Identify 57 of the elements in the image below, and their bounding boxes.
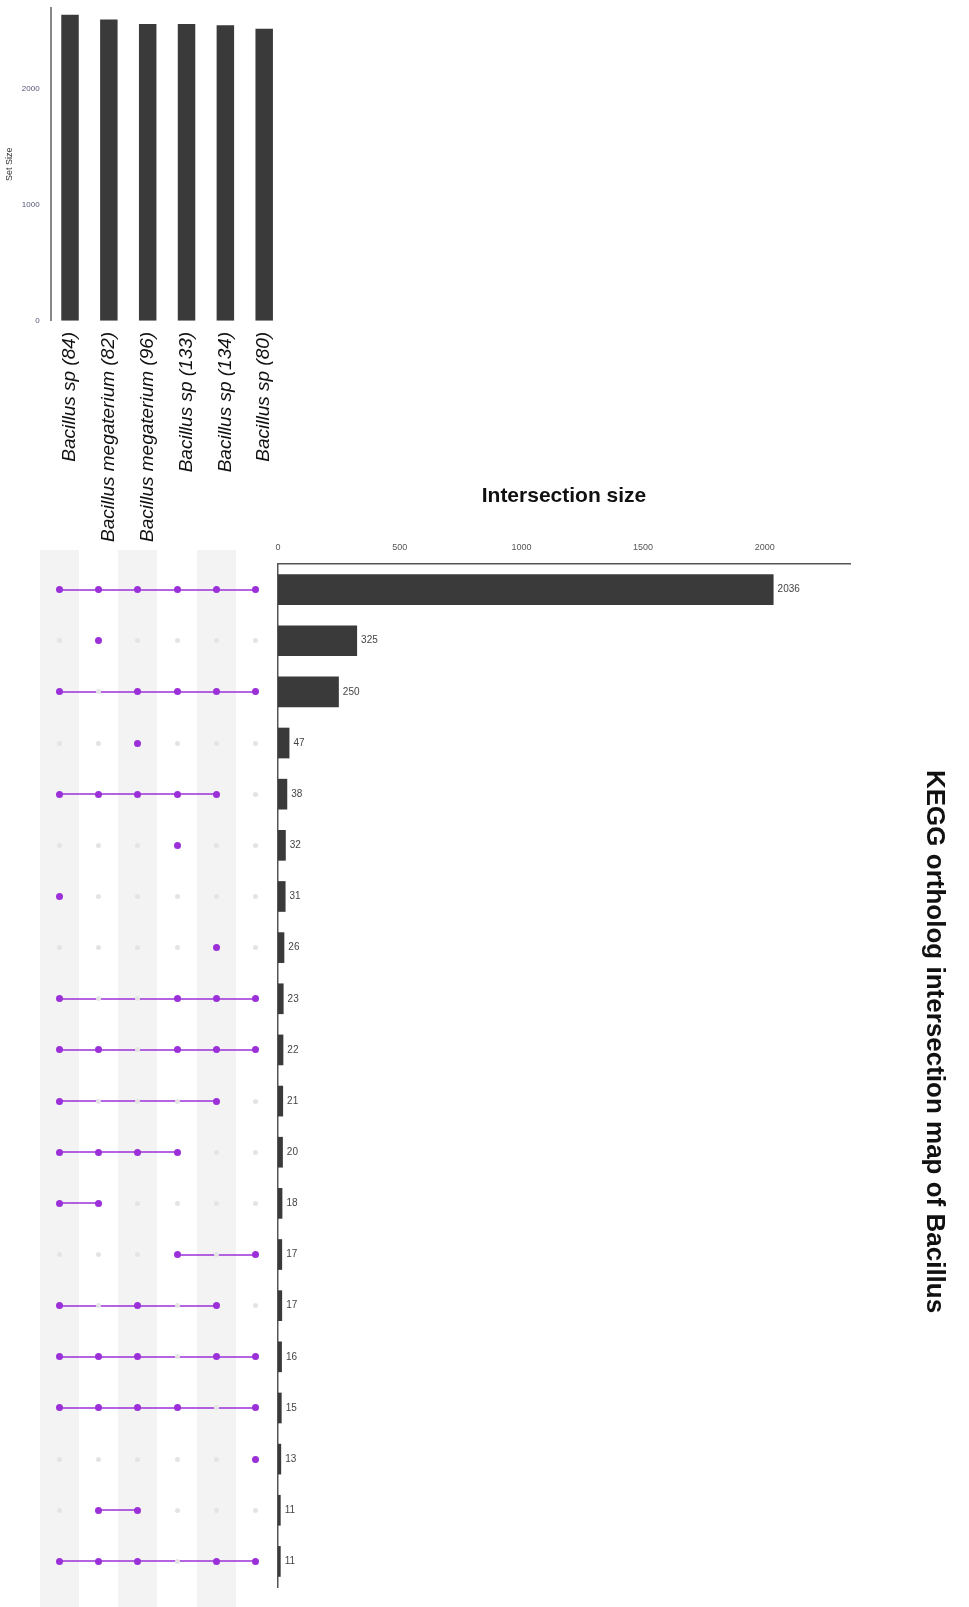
bar xyxy=(278,1546,281,1577)
bar xyxy=(278,574,774,605)
data-label: 31 xyxy=(289,890,302,902)
x-tick-label: Bacillus sp (134) xyxy=(213,331,235,473)
bar xyxy=(278,932,285,963)
y-tick-label: 2000 xyxy=(21,84,41,94)
text: KEGG ortholog intersection map of Bacillus xyxy=(920,770,951,1314)
bar xyxy=(278,829,286,861)
x-tick-label: Bacillus sp (84) xyxy=(58,331,80,462)
data-label: 11 xyxy=(284,1504,296,1516)
bar xyxy=(278,1290,283,1322)
data-label: 38 xyxy=(291,787,303,799)
data-label: 2036 xyxy=(777,583,801,595)
data-label: 20 xyxy=(286,1145,299,1157)
bar xyxy=(278,1494,281,1526)
bar xyxy=(278,1136,283,1168)
y-tick-label: 0 xyxy=(35,316,41,326)
y-axis-title: Set Size xyxy=(3,147,14,182)
bar xyxy=(278,1443,282,1475)
bar xyxy=(278,1188,283,1219)
data-label: 17 xyxy=(286,1248,298,1260)
bar xyxy=(278,881,286,912)
x-tick-label: 1000 xyxy=(511,542,532,553)
bar xyxy=(278,1034,284,1066)
data-label: 32 xyxy=(289,839,302,851)
x-tick-label: 0 xyxy=(275,542,281,553)
data-label: 250 xyxy=(342,685,360,697)
data-label: 47 xyxy=(293,736,305,748)
bar xyxy=(278,676,339,708)
data-label: 23 xyxy=(287,992,300,1004)
bar xyxy=(278,1341,282,1373)
data-label: 13 xyxy=(285,1452,297,1464)
x-tick-label: Bacillus megaterium (82) xyxy=(97,331,119,543)
x-tick-label: Bacillus sp (80) xyxy=(252,331,274,462)
x-tick-label: 500 xyxy=(392,542,408,553)
y-tick-label: 1000 xyxy=(21,200,41,210)
bar xyxy=(278,1239,283,1270)
bar xyxy=(278,778,288,810)
x-axis-title: Intersection size xyxy=(481,483,647,507)
data-label: 26 xyxy=(288,941,300,953)
data-label: 16 xyxy=(285,1350,298,1362)
data-label: 15 xyxy=(285,1401,298,1413)
bar xyxy=(278,727,290,759)
data-label: 17 xyxy=(286,1299,298,1311)
data-label: 18 xyxy=(286,1197,298,1209)
data-label: 22 xyxy=(287,1043,299,1055)
x-tick-label: 1500 xyxy=(633,542,654,553)
data-label: 21 xyxy=(287,1094,299,1106)
bar xyxy=(278,1392,282,1424)
x-tick-label: Bacillus sp (133) xyxy=(174,331,196,473)
bar xyxy=(278,983,284,1015)
bar xyxy=(278,1085,284,1117)
x-tick-label: Bacillus megaterium (96) xyxy=(135,331,157,543)
data-label: 11 xyxy=(284,1555,296,1567)
bar xyxy=(278,625,358,657)
x-tick-label: 2000 xyxy=(754,542,775,553)
data-label: 325 xyxy=(361,634,379,646)
